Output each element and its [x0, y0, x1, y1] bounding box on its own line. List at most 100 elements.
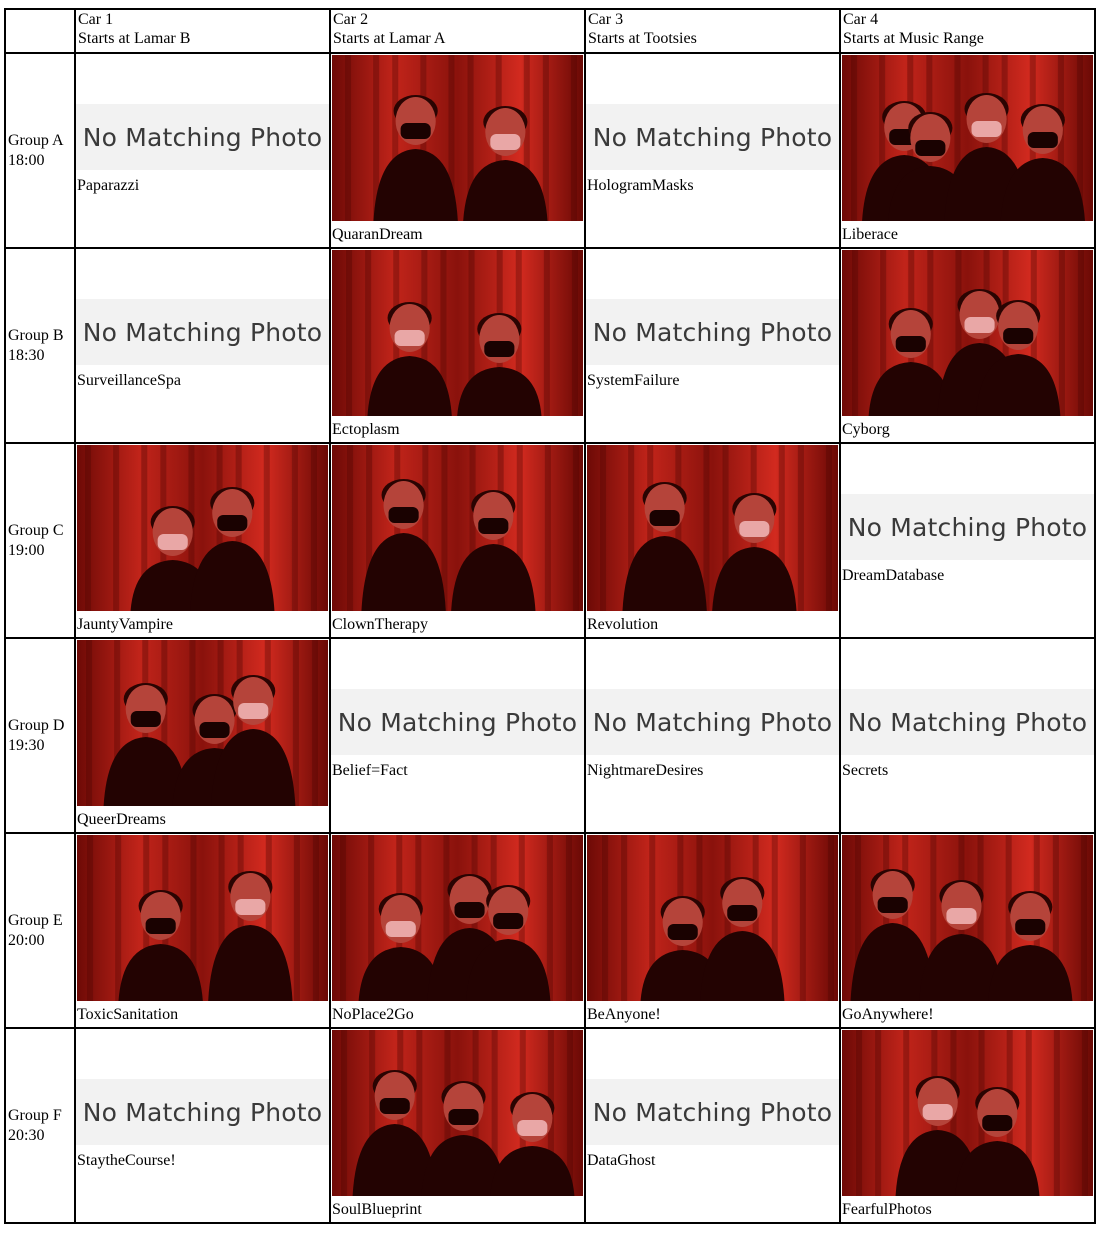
no-matching-photo-placeholder: No Matching Photo: [842, 494, 1093, 560]
group-name: Group C: [8, 521, 64, 539]
photo-image: [842, 835, 1093, 1001]
car-start: Starts at Tootsies: [588, 30, 697, 47]
photo-caption: DreamDatabase: [842, 567, 945, 584]
photo-caption: DataGhost: [587, 1152, 656, 1169]
group-time: 19:30: [8, 736, 45, 754]
no-matching-photo-placeholder: No Matching Photo: [77, 299, 328, 365]
group-photo: [842, 250, 1093, 416]
schedule-cell: No Matching Photo HologramMasks: [584, 52, 841, 249]
schedule-cell: BeAnyone!: [584, 832, 841, 1029]
photo-caption: BeAnyone!: [587, 1006, 661, 1023]
photo-caption: SoulBlueprint: [332, 1201, 422, 1218]
photo-caption: NoPlace2Go: [332, 1006, 414, 1023]
no-matching-photo-placeholder: No Matching Photo: [842, 689, 1093, 755]
group-label-cell: Group A 18:00: [4, 52, 76, 249]
schedule-cell: No Matching Photo Belief=Fact: [329, 637, 586, 834]
group-photo: [332, 445, 583, 611]
photo-caption: QuaranDream: [332, 226, 423, 243]
column-header-car-4: Car 4 Starts at Music Range: [839, 8, 1096, 54]
schedule-cell: Liberace: [839, 52, 1096, 249]
schedule-cell: No Matching Photo Paparazzi: [74, 52, 331, 249]
photo-caption: GoAnywhere!: [842, 1006, 934, 1023]
group-label-cell: Group C 19:00: [4, 442, 76, 639]
column-header-car-3: Car 3 Starts at Tootsies: [584, 8, 841, 54]
group-row: Group D 19:30 QueerDreams No Matching Photo…: [4, 637, 1096, 834]
photo-schedule-table: Car 1 Starts at Lamar B Car 2 Starts at …: [4, 8, 1096, 1224]
column-header-car-2: Car 2 Starts at Lamar A: [329, 8, 586, 54]
group-photo: [77, 640, 328, 806]
photo-caption: FearfulPhotos: [842, 1201, 932, 1218]
car-start: Starts at Music Range: [843, 30, 984, 47]
schedule-cell: FearfulPhotos: [839, 1027, 1096, 1224]
photo-image: [842, 250, 1093, 416]
group-photo: [77, 445, 328, 611]
group-name: Group A: [8, 131, 64, 149]
schedule-cell: JauntyVampire: [74, 442, 331, 639]
no-matching-photo-placeholder: No Matching Photo: [587, 689, 838, 755]
car-name: Car 3: [588, 11, 624, 28]
photo-image: [332, 835, 583, 1001]
no-matching-photo-placeholder: No Matching Photo: [77, 1079, 328, 1145]
photo-caption: Cyborg: [842, 421, 890, 438]
car-name: Car 2: [333, 11, 369, 28]
group-time: 20:30: [8, 1126, 45, 1144]
schedule-cell: No Matching Photo Secrets: [839, 637, 1096, 834]
schedule-cell: ClownTherapy: [329, 442, 586, 639]
group-label-cell: Group D 19:30: [4, 637, 76, 834]
group-name: Group B: [8, 326, 64, 344]
group-photo: [332, 55, 583, 221]
car-name: Car 1: [78, 11, 114, 28]
photo-caption: ClownTherapy: [332, 616, 428, 633]
group-label-cell: Group B 18:30: [4, 247, 76, 444]
photo-image: [587, 835, 838, 1001]
group-row: Group B 18:30 No Matching Photo Surveillanc…: [4, 247, 1096, 444]
photo-caption: Paparazzi: [77, 177, 140, 194]
photo-caption: ToxicSanitation: [77, 1006, 179, 1023]
group-photo: [332, 250, 583, 416]
schedule-cell: SoulBlueprint: [329, 1027, 586, 1224]
group-photo: [587, 835, 838, 1001]
group-time: 18:30: [8, 346, 45, 364]
group-photo: [842, 55, 1093, 221]
group-row: Group F 20:30 No Matching Photo StaytheCour…: [4, 1027, 1096, 1224]
photo-caption: StaytheCourse!: [77, 1152, 176, 1169]
photo-caption: Belief=Fact: [332, 762, 408, 779]
schedule-cell: No Matching Photo DataGhost: [584, 1027, 841, 1224]
photo-caption: Revolution: [587, 616, 659, 633]
no-matching-photo-placeholder: No Matching Photo: [587, 1079, 838, 1145]
photo-caption: Secrets: [842, 762, 889, 779]
group-label-cell: Group F 20:30: [4, 1027, 76, 1224]
photo-image: [587, 445, 838, 611]
photo-caption: HologramMasks: [587, 177, 694, 194]
photo-image: [332, 250, 583, 416]
column-header-car-1: Car 1 Starts at Lamar B: [74, 8, 331, 54]
photo-image: [842, 1030, 1093, 1196]
group-time: 20:00: [8, 931, 45, 949]
header-row: Car 1 Starts at Lamar B Car 2 Starts at …: [4, 8, 1096, 54]
schedule-cell: Ectoplasm: [329, 247, 586, 444]
schedule-cell: QueerDreams: [74, 637, 331, 834]
group-time: 18:00: [8, 151, 45, 169]
schedule-cell: Revolution: [584, 442, 841, 639]
car-start: Starts at Lamar B: [78, 30, 191, 47]
schedule-cell: ToxicSanitation: [74, 832, 331, 1029]
photo-caption: JauntyVampire: [77, 616, 173, 633]
schedule-cell: No Matching Photo StaytheCourse!: [74, 1027, 331, 1224]
photo-caption: Liberace: [842, 226, 898, 243]
schedule-cell: QuaranDream: [329, 52, 586, 249]
no-matching-photo-placeholder: No Matching Photo: [77, 104, 328, 170]
group-photo: [587, 445, 838, 611]
photo-image: [332, 445, 583, 611]
no-matching-photo-placeholder: No Matching Photo: [332, 689, 583, 755]
group-photo: [332, 1030, 583, 1196]
no-matching-photo-placeholder: No Matching Photo: [587, 299, 838, 365]
photo-caption: SystemFailure: [587, 372, 680, 389]
group-photo: [842, 1030, 1093, 1196]
group-row: Group E 20:00 ToxicSanitation NoPlace2Go BeA…: [4, 832, 1096, 1029]
photo-caption: Ectoplasm: [332, 421, 400, 438]
photo-image: [332, 1030, 583, 1196]
group-photo: [77, 835, 328, 1001]
group-name: Group D: [8, 716, 65, 734]
schedule-cell: Cyborg: [839, 247, 1096, 444]
group-time: 19:00: [8, 541, 45, 559]
